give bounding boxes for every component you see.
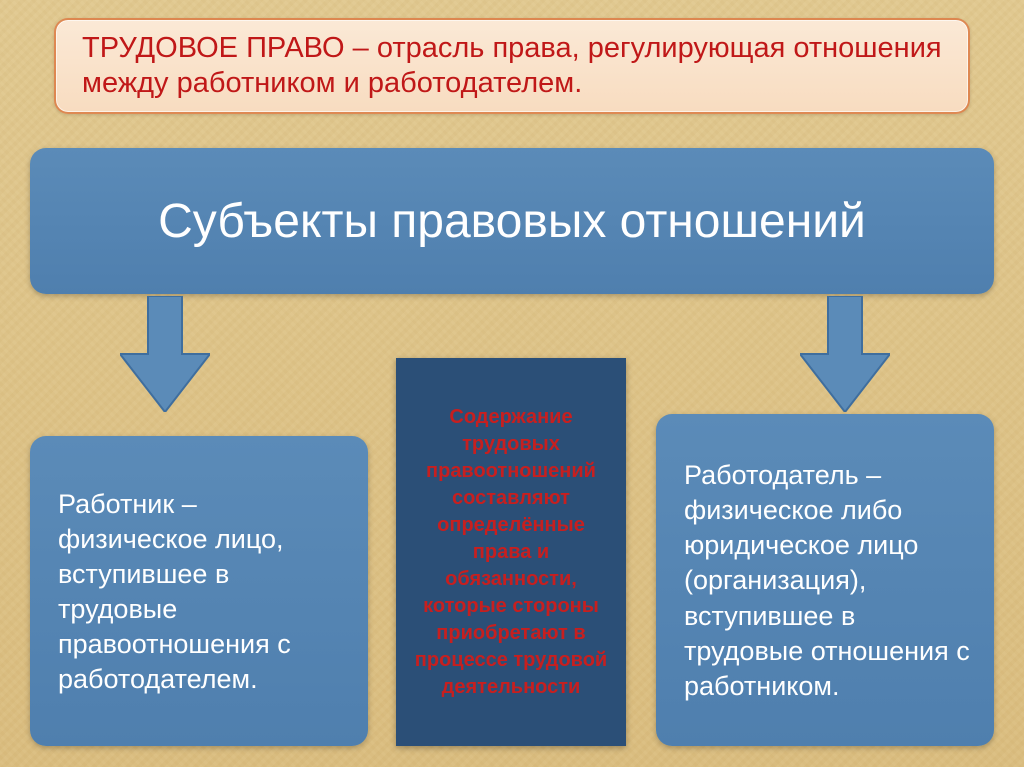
employer-text: Работодатель – физическое либо юридическ… [684, 458, 970, 704]
subjects-heading-box: Субъекты правовых отношений [30, 148, 994, 294]
definition-term: ТРУДОВОЕ ПРАВО [82, 32, 345, 64]
worker-box: Работник – физическое лицо, вступившее в… [30, 436, 368, 746]
definition-text: ТРУДОВОЕ ПРАВО – отрасль права, регулиру… [82, 31, 942, 102]
slide: ТРУДОВОЕ ПРАВО – отрасль права, регулиру… [0, 0, 1024, 767]
arrow-right-icon [800, 296, 890, 412]
worker-text: Работник – физическое лицо, вступившее в… [58, 487, 344, 698]
employer-box: Работодатель – физическое либо юридическ… [656, 414, 994, 746]
content-center-text: Содержание трудовых правоотношений соста… [408, 404, 614, 701]
content-center-box: Содержание трудовых правоотношений соста… [396, 358, 626, 746]
arrow-left-icon [120, 296, 210, 412]
subjects-heading-text: Субъекты правовых отношений [158, 194, 866, 249]
definition-box: ТРУДОВОЕ ПРАВО – отрасль права, регулиру… [54, 18, 970, 114]
